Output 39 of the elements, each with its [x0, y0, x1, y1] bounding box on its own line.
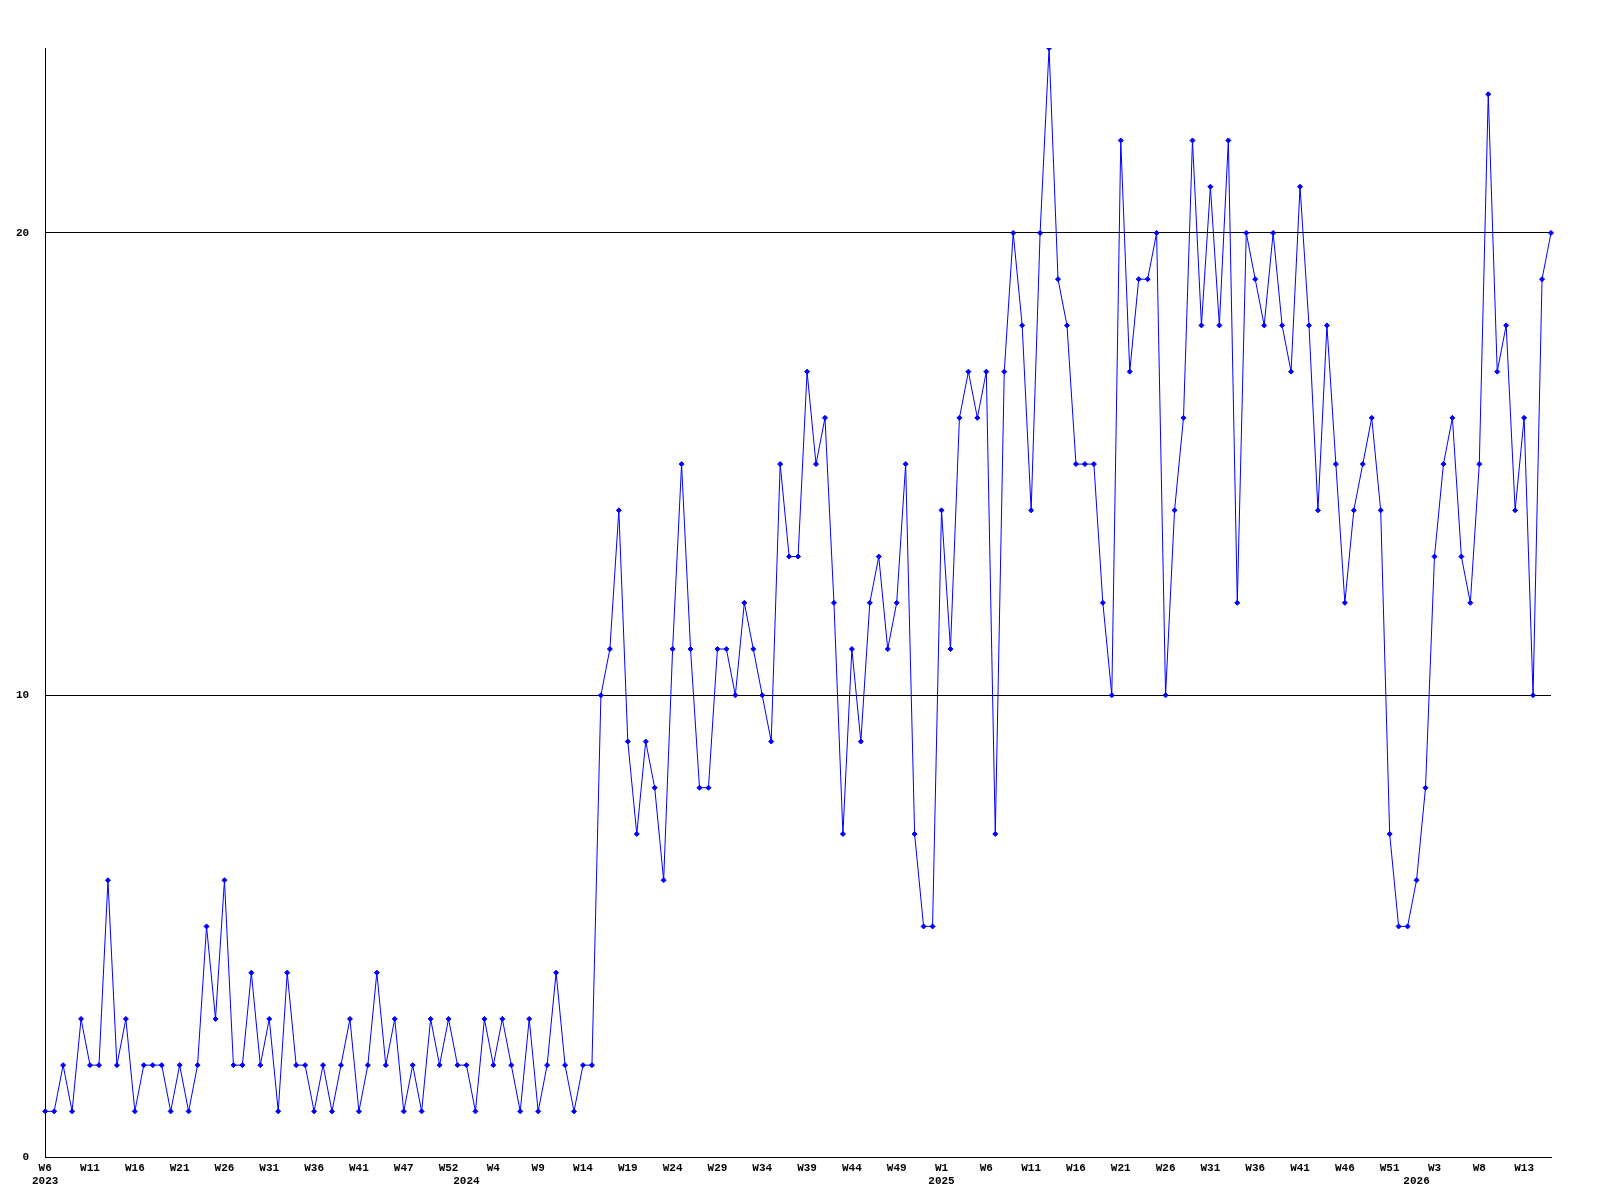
y-tick-label: 10 — [16, 689, 30, 702]
x-tick-label: W29 — [707, 1161, 728, 1174]
x-tick-label: W13 — [1514, 1161, 1535, 1174]
x-tick-label: W49 — [886, 1161, 907, 1174]
x-tick-label: W26 — [214, 1161, 235, 1174]
x-tick-label: W1 2025 — [928, 1161, 956, 1188]
x-tick-label: W41 — [1290, 1161, 1311, 1174]
x-tick-label: W6 2023 — [32, 1161, 59, 1188]
x-tick-label: W52 — [438, 1161, 459, 1174]
x-tick-label: W34 — [752, 1161, 773, 1174]
x-tick-label: 2024 — [453, 1175, 481, 1188]
x-tick-label: W39 — [797, 1161, 817, 1174]
x-tick-label: W46 — [1334, 1161, 1355, 1174]
y-tick-label: 0 — [22, 1151, 30, 1164]
x-tick-label: W11 — [80, 1161, 101, 1174]
x-tick-label: W8 — [1472, 1161, 1487, 1174]
x-tick-label: W51 — [1379, 1161, 1400, 1174]
x-tick-label: W9 — [531, 1161, 545, 1174]
x-tick-label: W16 — [1066, 1161, 1086, 1174]
y-tick-label: 20 — [16, 226, 30, 239]
x-tick-label: W21 — [169, 1161, 190, 1174]
x-tick-label: W11 — [1021, 1161, 1042, 1174]
x-tick-label: W31 — [1200, 1161, 1221, 1174]
x-tick-label: W36 — [1245, 1161, 1266, 1174]
x-tick-label: W47 — [393, 1161, 414, 1174]
x-tick-label: W21 — [1110, 1161, 1132, 1174]
x-tick-label: 2026 — [1403, 1175, 1430, 1188]
x-tick-label: W41 — [349, 1161, 370, 1174]
x-tick-label: W24 — [662, 1161, 683, 1174]
x-tick-label: W31 — [259, 1161, 280, 1174]
x-tick-label: W36 — [304, 1161, 324, 1174]
x-tick-label: W19 — [617, 1161, 638, 1174]
x-tick-label: W6 — [979, 1161, 993, 1174]
x-tick-label: W16 — [124, 1161, 145, 1174]
x-tick-label: W4 — [486, 1161, 501, 1174]
x-tick-label: W14 — [573, 1161, 594, 1174]
x-tick-label: W44 — [841, 1161, 863, 1174]
x-tick-label: W3 — [1427, 1161, 1442, 1174]
x-tick-label: W26 — [1155, 1161, 1176, 1174]
